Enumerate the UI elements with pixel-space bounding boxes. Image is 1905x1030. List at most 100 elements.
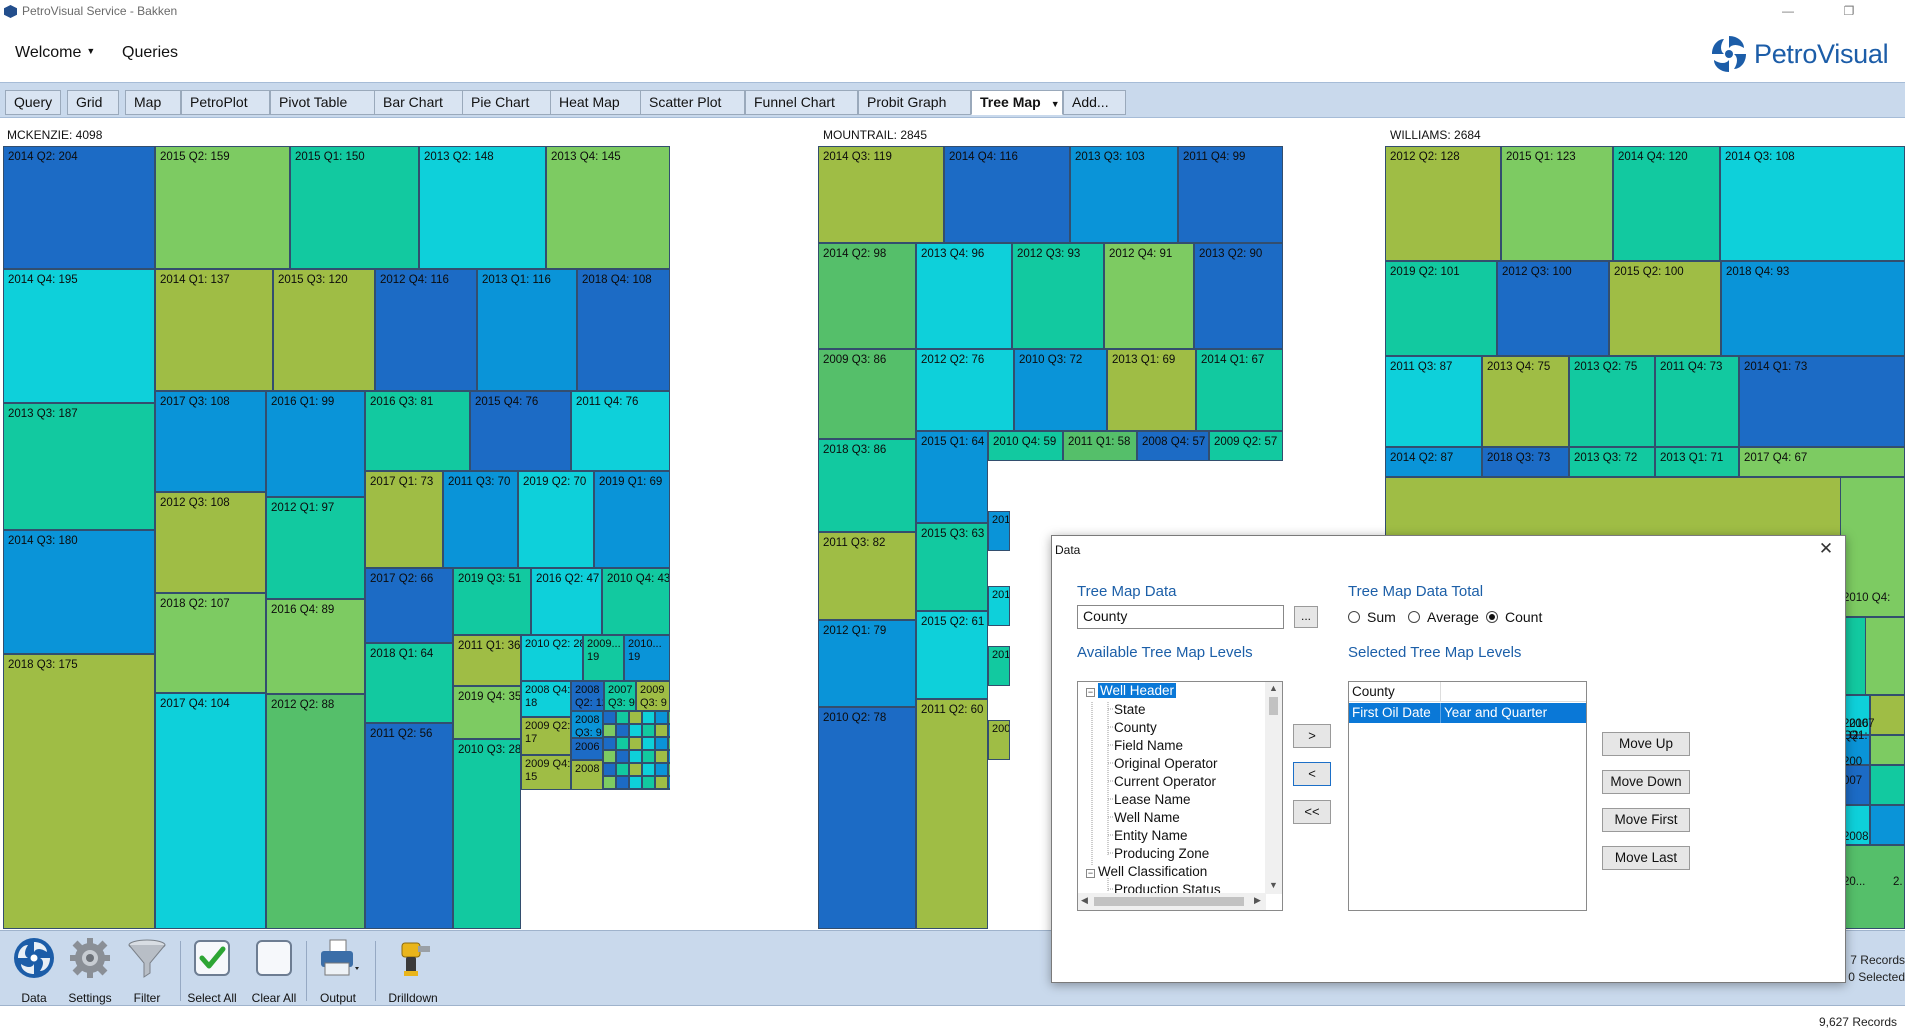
move-last-button[interactable]: Move Last: [1602, 846, 1690, 870]
tree-map-cell[interactable]: 2013 Q2: 148: [419, 146, 546, 269]
scroll-right-icon[interactable]: ▶: [1254, 895, 1261, 905]
tree-map-cell[interactable]: 2017 Q4: 67: [1739, 447, 1905, 477]
tree-map-cell[interactable]: 2019 Q2: 70: [518, 471, 594, 568]
tree-map-cell[interactable]: 2009 Q4: 15: [521, 755, 571, 790]
tree-map-small-cell[interactable]: [616, 711, 629, 724]
drilldown-button[interactable]: Drilldown: [385, 937, 441, 1005]
tree-map-cell[interactable]: 201: [988, 511, 1010, 551]
tree-node-well-header[interactable]: Well Header: [1098, 683, 1177, 698]
tree-map-cell[interactable]: 2007 Q3: 9: [604, 681, 636, 711]
tree-map-cell[interactable]: 2018 Q4: 108: [577, 269, 670, 391]
tree-map-cell[interactable]: 2014 Q3: 119: [818, 146, 944, 243]
move-up-button[interactable]: Move Up: [1602, 732, 1690, 756]
tab-bar-chart[interactable]: Bar Chart: [374, 90, 463, 115]
select-all-button[interactable]: Select All: [184, 937, 240, 1005]
browse-button[interactable]: ...: [1294, 606, 1318, 628]
tree-map-cell[interactable]: 2008 Q4: 57: [1137, 431, 1209, 461]
tree-map-cell[interactable]: 2012 Q4: 116: [375, 269, 477, 391]
tree-map-cell[interactable]: 2012 Q1: 79: [818, 620, 916, 707]
tab-add[interactable]: Add...: [1063, 90, 1126, 115]
tab-funnel-chart[interactable]: Funnel Chart: [745, 90, 858, 115]
tree-map-cell[interactable]: 2011 Q4: 76: [571, 391, 670, 471]
tree-map-cell[interactable]: 2014 Q4: 116: [944, 146, 1070, 243]
tree-map-small-cell[interactable]: [629, 750, 642, 763]
tree-map-cell[interactable]: 2016 Q4: 89: [266, 599, 365, 694]
tree-map-small-cell[interactable]: [642, 763, 655, 776]
tree-map-small-cell[interactable]: [655, 724, 668, 737]
tree-map-cell[interactable]: 2014 Q3: 108: [1720, 146, 1905, 261]
tree-map-cell[interactable]: 2013 Q3: 103: [1070, 146, 1178, 243]
tree-map-small-cell[interactable]: [642, 724, 655, 737]
tree-map-cell[interactable]: 2010 Q3: 72: [1014, 349, 1107, 431]
county-region-mckenzie[interactable]: 2014 Q2: 204 2014 Q4: 195 2013 Q3: 187 2014…: [3, 146, 816, 929]
tree-map-cell[interactable]: 2017 Q1: 73: [365, 471, 443, 568]
collapse-icon[interactable]: −: [1086, 868, 1095, 878]
tree-map-small-cell[interactable]: [642, 789, 655, 790]
tree-map-cell[interactable]: 2013 Q4: 96: [916, 243, 1012, 349]
tree-map-cell[interactable]: 2010 Q2: 78: [818, 707, 916, 929]
tree-map-cell[interactable]: 2014 Q2: 87: [1385, 447, 1482, 477]
tree-map-cell[interactable]: 2009 Q2: 57: [1209, 431, 1283, 461]
tree-map-small-cell[interactable]: [655, 737, 668, 750]
tree-map-cell[interactable]: 2019 Q4: 35: [453, 686, 521, 739]
tree-map-cell[interactable]: 201: [988, 586, 1010, 626]
close-icon[interactable]: ✕: [1818, 539, 1834, 558]
tree-map-data-field[interactable]: County: [1077, 605, 1284, 629]
tree-map-cell[interactable]: 2014 Q1: 67: [1196, 349, 1283, 431]
tree-map-cell[interactable]: 2010 Q2: 28: [521, 635, 583, 681]
tab-heat-map[interactable]: Heat Map: [550, 90, 645, 115]
tree-map-cell[interactable]: 2015 Q1: 150: [290, 146, 419, 269]
tree-map-cell[interactable]: 2015 Q3: 120: [273, 269, 375, 391]
tree-map-cell[interactable]: 2014 Q4: 120: [1613, 146, 1720, 261]
tree-map-cell[interactable]: 2013 Q4: 145: [546, 146, 670, 269]
tree-map-cell[interactable]: 2011 Q3: 87: [1385, 356, 1482, 447]
tree-map-cell[interactable]: 2016 Q1: 99: [266, 391, 365, 497]
tree-map-small-cell[interactable]: [668, 763, 670, 776]
tree-map-cell[interactable]: 2009 Q3: 9: [636, 681, 670, 711]
tree-map-cell[interactable]: 2014 Q1: 137: [155, 269, 273, 391]
tree-map-cell[interactable]: 2017 Q3: 108: [155, 391, 266, 492]
tree-map-cell[interactable]: 2015 Q2: 100: [1609, 261, 1721, 356]
move-first-button[interactable]: Move First: [1602, 808, 1690, 832]
tree-map-cell[interactable]: 2015 Q1: 64: [916, 431, 988, 523]
tree-node-well-name[interactable]: Well Name: [1114, 810, 1180, 825]
tree-map-small-cell[interactable]: [668, 776, 670, 789]
filter-button[interactable]: Filter: [119, 937, 175, 1005]
tree-map-cell[interactable]: 2011 Q1: 58: [1063, 431, 1137, 461]
tree-map-cell[interactable]: 2012 Q2: 88: [266, 694, 365, 929]
radio-count[interactable]: Count: [1486, 609, 1542, 625]
tree-map-cell[interactable]: 2018 Q1: 64: [365, 643, 453, 723]
tab-tree-map[interactable]: Tree Map ▼: [971, 90, 1063, 115]
tree-map-cell[interactable]: 2013 Q1: 69: [1107, 349, 1196, 431]
tab-pie-chart[interactable]: Pie Chart: [462, 90, 551, 115]
tree-map-small-cell[interactable]: [603, 711, 616, 724]
radio-average[interactable]: Average: [1408, 609, 1479, 625]
tab-grid[interactable]: Grid: [67, 90, 119, 115]
tree-map-cell[interactable]: 2014 Q2: 204: [3, 146, 155, 269]
tree-node-well-classification[interactable]: Well Classification: [1098, 864, 1208, 879]
tree-map-cell[interactable]: 2012 Q1: 97: [266, 497, 365, 599]
tree-map-cell[interactable]: [1840, 477, 1905, 617]
tree-node-lease-name[interactable]: Lease Name: [1114, 792, 1191, 807]
collapse-icon[interactable]: −: [1086, 687, 1095, 697]
tree-map-cell[interactable]: 2013 Q1: 71: [1655, 447, 1739, 477]
tree-map-cell[interactable]: 2010 Q4: 59: [988, 431, 1063, 461]
tree-map-small-cell[interactable]: [603, 750, 616, 763]
tree-map-small-cell[interactable]: [668, 789, 670, 790]
scroll-down-icon[interactable]: ▼: [1269, 880, 1278, 890]
vertical-scrollbar[interactable]: ▲ ▼: [1265, 682, 1282, 894]
tab-query[interactable]: Query: [5, 90, 61, 115]
tree-map-cell[interactable]: 2012 Q4: 91: [1104, 243, 1194, 349]
tree-map-cell[interactable]: 2011 Q2: 60: [916, 699, 988, 929]
small-cells-mosaic[interactable]: [603, 711, 670, 790]
tree-map-small-cell[interactable]: [603, 737, 616, 750]
tree-node-current-operator[interactable]: Current Operator: [1114, 774, 1217, 789]
tree-map-cell[interactable]: 2012 Q3: 93: [1012, 243, 1104, 349]
tree-map-cell[interactable]: [1870, 695, 1905, 735]
move-down-button[interactable]: Move Down: [1602, 770, 1690, 794]
tree-map-cell[interactable]: 2011 Q4: 73: [1655, 356, 1739, 447]
tree-map-cell[interactable]: 2019 Q1: 69: [594, 471, 670, 568]
tree-map-cell[interactable]: 2013 Q3: 72: [1569, 447, 1655, 477]
tree-map-cell[interactable]: 2016 Q2: 47: [531, 568, 602, 635]
output-button[interactable]: Output: [310, 937, 366, 1005]
